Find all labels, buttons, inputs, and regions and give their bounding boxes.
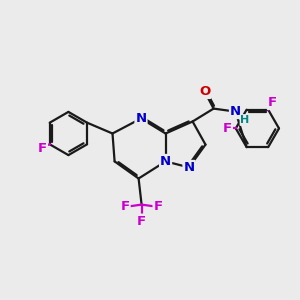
Text: N: N bbox=[183, 161, 195, 174]
Text: F: F bbox=[121, 200, 130, 214]
Text: F: F bbox=[154, 200, 163, 214]
Text: N: N bbox=[135, 112, 147, 125]
Text: O: O bbox=[199, 85, 210, 98]
Text: F: F bbox=[38, 142, 47, 155]
Text: N: N bbox=[230, 105, 241, 118]
Text: F: F bbox=[223, 122, 232, 135]
Text: F: F bbox=[268, 96, 277, 109]
Text: N: N bbox=[160, 155, 171, 168]
Text: F: F bbox=[137, 214, 146, 228]
Text: H: H bbox=[241, 115, 250, 125]
